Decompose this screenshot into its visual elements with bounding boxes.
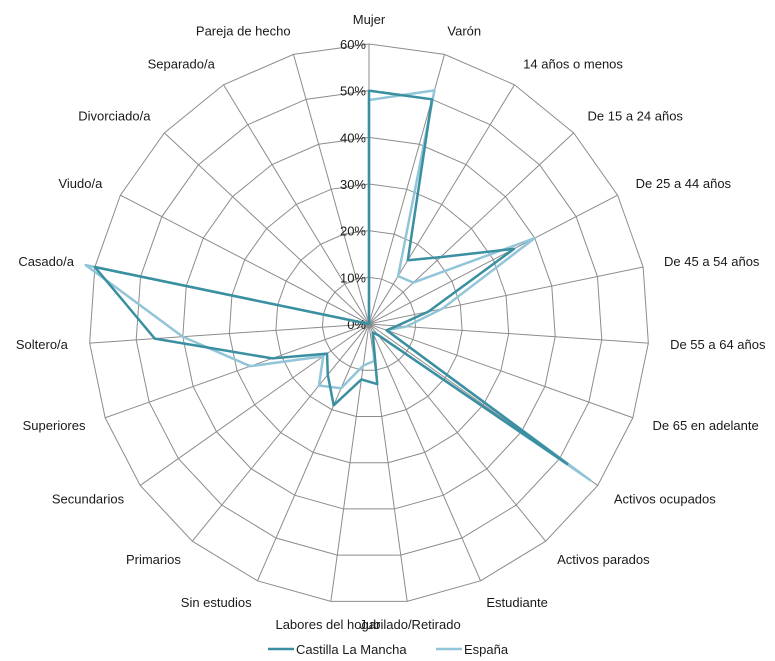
category-label: Sin estudios	[181, 595, 252, 610]
category-label: Activos ocupados	[614, 491, 716, 506]
category-label: Estudiante	[486, 595, 547, 610]
grid-ring-1	[321, 276, 417, 371]
grid-spoke-2	[368, 84, 515, 325]
grid-spoke-4	[368, 194, 618, 325]
category-label: Pareja de hecho	[196, 23, 291, 38]
category-label: Varón	[447, 23, 481, 38]
category-label: Soltero/a	[16, 337, 69, 352]
grid-ring-6	[89, 43, 649, 602]
grid-spoke-14	[191, 323, 370, 542]
category-label: De 45 a 54 años	[664, 254, 760, 269]
grid-spoke-13	[256, 323, 370, 582]
category-label: Viudo/a	[58, 176, 103, 191]
series-line-1	[84, 89, 592, 482]
grid-spoke-21	[223, 84, 370, 325]
tick-label: 30%	[340, 177, 366, 192]
category-label: 14 años o menos	[523, 56, 623, 71]
category-label: Jubilado/Retirado	[360, 617, 461, 632]
category-label: De 15 a 24 años	[588, 109, 684, 124]
category-label: De 25 a 44 años	[636, 176, 732, 191]
category-labels: Mujer Varón 14 años o menos De 15 a 24 años…	[16, 12, 766, 632]
category-label: Separado/a	[148, 56, 216, 71]
category-label: Divorciado/a	[78, 109, 151, 124]
tick-label: 60%	[340, 37, 366, 52]
grid-spoke-17	[89, 323, 370, 344]
series-line-0	[93, 89, 569, 466]
series-lines	[84, 89, 592, 482]
category-label: Primarios	[126, 552, 181, 567]
category-label: Secundarios	[52, 491, 125, 506]
grid-spoke-10	[368, 323, 482, 582]
grid-spoke-12	[330, 323, 370, 602]
legend-label: España	[464, 642, 509, 657]
grid-spoke-16	[105, 323, 370, 419]
grid-spoke-9	[368, 323, 547, 542]
grid-spoke-6	[368, 323, 649, 344]
tick-label: 10%	[340, 270, 366, 285]
legend-label: Castilla La Mancha	[296, 642, 407, 657]
category-label: De 65 en adelante	[652, 418, 758, 433]
grid-spoke-5	[368, 266, 644, 325]
grid-spoke-3	[368, 132, 574, 325]
tick-label: 20%	[340, 224, 366, 239]
radial-tick-labels: 0%10%20%30%40%50%60%	[340, 37, 366, 332]
grid-ring-5	[135, 90, 603, 556]
category-label: Mujer	[353, 12, 386, 27]
legend: Castilla La Mancha España	[268, 642, 509, 657]
grid-spoke-15	[139, 323, 370, 486]
category-label: Activos parados	[557, 552, 650, 567]
grid-spoke-7	[368, 323, 633, 419]
grid-spoke-22	[292, 54, 370, 325]
grid-ring-4	[182, 136, 556, 510]
category-label: Labores del hogar	[275, 617, 380, 632]
grid-spoke-19	[120, 194, 370, 325]
grid-spoke-20	[164, 132, 370, 325]
grid-ring-2	[275, 230, 463, 417]
tick-label: 50%	[340, 84, 366, 99]
tick-label: 40%	[340, 130, 366, 145]
category-label: Superiores	[23, 418, 86, 433]
category-label: De 55 a 64 años	[670, 337, 766, 352]
category-label: Casado/a	[18, 254, 74, 269]
